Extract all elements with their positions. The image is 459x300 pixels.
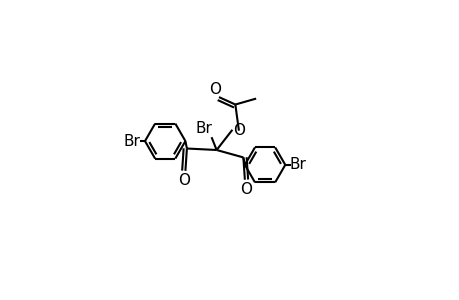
Text: Br: Br	[123, 134, 140, 148]
Text: O: O	[232, 123, 244, 138]
Text: O: O	[239, 182, 251, 197]
Text: O: O	[209, 82, 221, 97]
Text: Br: Br	[195, 121, 212, 136]
Text: Br: Br	[289, 158, 306, 172]
Text: O: O	[178, 173, 190, 188]
